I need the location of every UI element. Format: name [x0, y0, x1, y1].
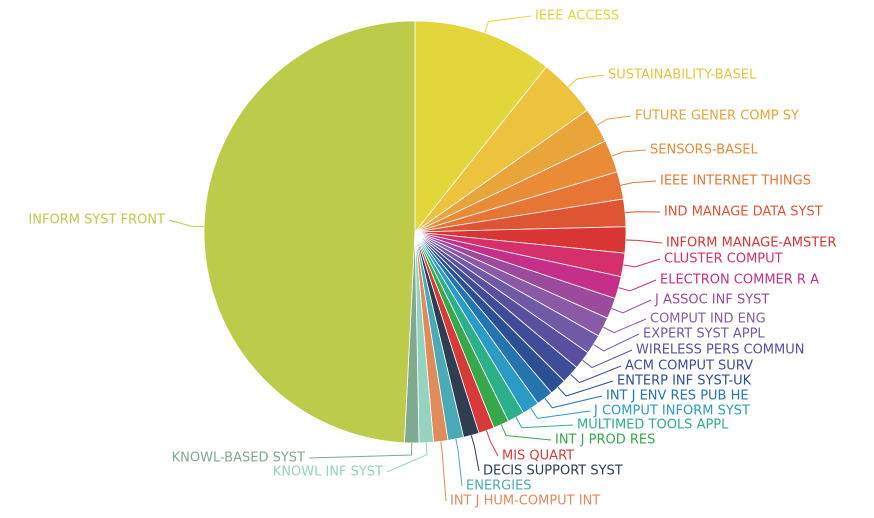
slice-label: IND MANAGE DATA SYST: [664, 205, 823, 220]
leader-line: [308, 442, 413, 459]
slice-label: WIRELESS PERS COMMUN: [636, 343, 804, 358]
slice-label: IEEE INTERNET THINGS: [660, 174, 811, 189]
slice-label: SENSORS-BASEL: [650, 143, 758, 158]
leader-line: [625, 239, 663, 244]
slice-label: INFORM MANAGE-AMSTER: [666, 236, 836, 251]
slice-label: ELECTRON COMMER R A: [660, 273, 819, 288]
slice-label: INFORM SYST FRONT: [28, 213, 165, 228]
slice-label: CLUSTER COMPUT: [664, 252, 783, 267]
leader-line: [484, 15, 532, 33]
leader-line: [625, 211, 661, 214]
leader-line: [168, 219, 205, 228]
leader-line: [557, 380, 614, 397]
slice-label: J ASSOC INF SYST: [654, 293, 769, 308]
slice-label: INT J HUM-COMPUT INT: [450, 494, 600, 509]
slice-label: SUSTAINABILITY-BASEL: [608, 68, 757, 83]
slice-label: INT J PROD RES: [555, 433, 655, 448]
leader-line: [544, 395, 603, 409]
leader-line: [620, 180, 657, 186]
leader-line: [593, 333, 640, 352]
slice-label: ACM COMPUT SURV: [625, 359, 753, 374]
leader-line: [603, 318, 647, 334]
leader-line: [500, 424, 552, 441]
leader-line: [455, 438, 463, 487]
leader-line: [440, 441, 447, 502]
slice-label: IEEE ACCESS: [535, 9, 619, 24]
pie-slice: [414, 20, 547, 234]
slice-label: ENERGIES: [466, 479, 532, 494]
slice-label: FUTURE GENER COMP SY: [635, 109, 799, 124]
leader-line: [486, 430, 499, 457]
slice-label: ENTERP INF SYST-UK: [617, 374, 752, 389]
leader-line: [515, 416, 574, 429]
leader-line: [568, 74, 605, 88]
slice-label: DECIS SUPPORT SYST: [483, 464, 623, 479]
leader-line: [596, 115, 632, 126]
slice-label: KNOWL INF SYST: [273, 465, 383, 480]
leader-line: [470, 435, 480, 472]
leader-line: [530, 408, 591, 419]
leader-line: [611, 299, 652, 314]
leader-line: [611, 149, 647, 157]
slice-label: KNOWL-BASED SYST: [172, 451, 305, 466]
slice-label: EXPERT SYST APPL: [643, 327, 765, 342]
leader-line: [570, 365, 622, 384]
slice-label: COMPUT IND ENG: [650, 312, 766, 327]
leader-line: [623, 258, 661, 268]
leader-line: [618, 279, 657, 292]
slice-label: INT J ENV RES PUB HE: [606, 389, 749, 404]
leader-line: [386, 442, 428, 473]
slice-label: J COMPUT INFORM SYST: [593, 404, 750, 419]
pie-slice: [203, 20, 416, 444]
slice-label: MIS QUART: [502, 449, 574, 464]
slice-label: MULTIMED TOOLS APPL: [577, 418, 729, 433]
leader-line: [582, 349, 633, 369]
